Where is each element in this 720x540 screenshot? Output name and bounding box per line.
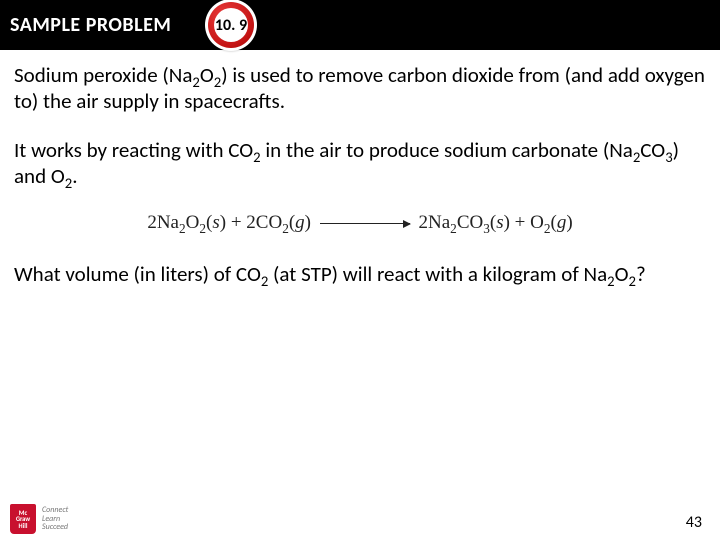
eq-state-1: s	[212, 212, 219, 233]
eq-rhs-d: ) + O	[504, 212, 544, 233]
logo-line-3: Hill	[19, 523, 28, 530]
p3-text-a: What volume (in liters) of CO	[14, 261, 261, 287]
eq-state-3: s	[496, 212, 503, 233]
eq-lhs-a: 2Na	[147, 212, 179, 233]
eq-state-2: g	[295, 212, 305, 233]
reaction-arrow-icon	[320, 223, 410, 224]
logo-tagline: Connect Learn Succeed	[42, 506, 68, 532]
eq-rhs-b: CO	[457, 212, 483, 233]
logo-box-icon: Mc Graw Hill	[10, 504, 36, 534]
sub-2: 2	[628, 272, 635, 290]
footer: Mc Graw Hill Connect Learn Succeed 43	[0, 494, 720, 540]
problem-number-badge: 10. 9	[205, 0, 257, 51]
sub-3: 3	[483, 221, 490, 236]
p2-text-e: .	[72, 163, 77, 189]
header-bar: SAMPLE PROBLEM 10. 9	[0, 0, 720, 50]
tagline-3: Succeed	[42, 523, 68, 532]
p3-text-b: (at STP) will react with a kilogram of N…	[268, 261, 607, 287]
badge-number: 10. 9	[215, 16, 247, 35]
sub-2: 2	[179, 221, 186, 236]
page-number: 43	[686, 513, 702, 532]
p1-text-b: O	[200, 62, 214, 88]
sub-2: 2	[607, 272, 614, 290]
p3-text-d: ?	[636, 261, 646, 287]
eq-lhs-d: ) + 2CO	[220, 212, 282, 233]
eq-lhs-b: O	[186, 212, 200, 233]
paragraph-1: Sodium peroxide (Na2O2) is used to remov…	[14, 62, 706, 115]
p3-text-c: O	[615, 261, 629, 287]
publisher-logo: Mc Graw Hill Connect Learn Succeed	[10, 504, 68, 534]
chemical-equation: 2Na2O2(s) + 2CO2(g) 2Na2CO3(s) + O2(g)	[14, 211, 706, 235]
sub-3: 3	[665, 148, 672, 166]
header-label: SAMPLE PROBLEM	[10, 13, 171, 37]
p2-text-b: in the air to produce sodium carbonate (…	[261, 137, 633, 163]
sub-2: 2	[253, 148, 260, 166]
sub-2: 2	[544, 221, 551, 236]
p2-text-c: CO	[640, 137, 665, 163]
sub-2: 2	[450, 221, 457, 236]
p1-text-a: Sodium peroxide (Na	[14, 62, 192, 88]
p2-text-a: It works by reacting with CO	[14, 137, 253, 163]
eq-state-4: g	[557, 212, 567, 233]
paragraph-2: It works by reacting with CO2 in the air…	[14, 137, 706, 190]
eq-close: )	[566, 212, 572, 233]
eq-rhs-a: 2Na	[419, 212, 451, 233]
slide-content: Sodium peroxide (Na2O2) is used to remov…	[0, 50, 720, 287]
paragraph-3: What volume (in liters) of CO 2 (at STP) …	[14, 261, 706, 287]
sub-2: 2	[282, 221, 289, 236]
